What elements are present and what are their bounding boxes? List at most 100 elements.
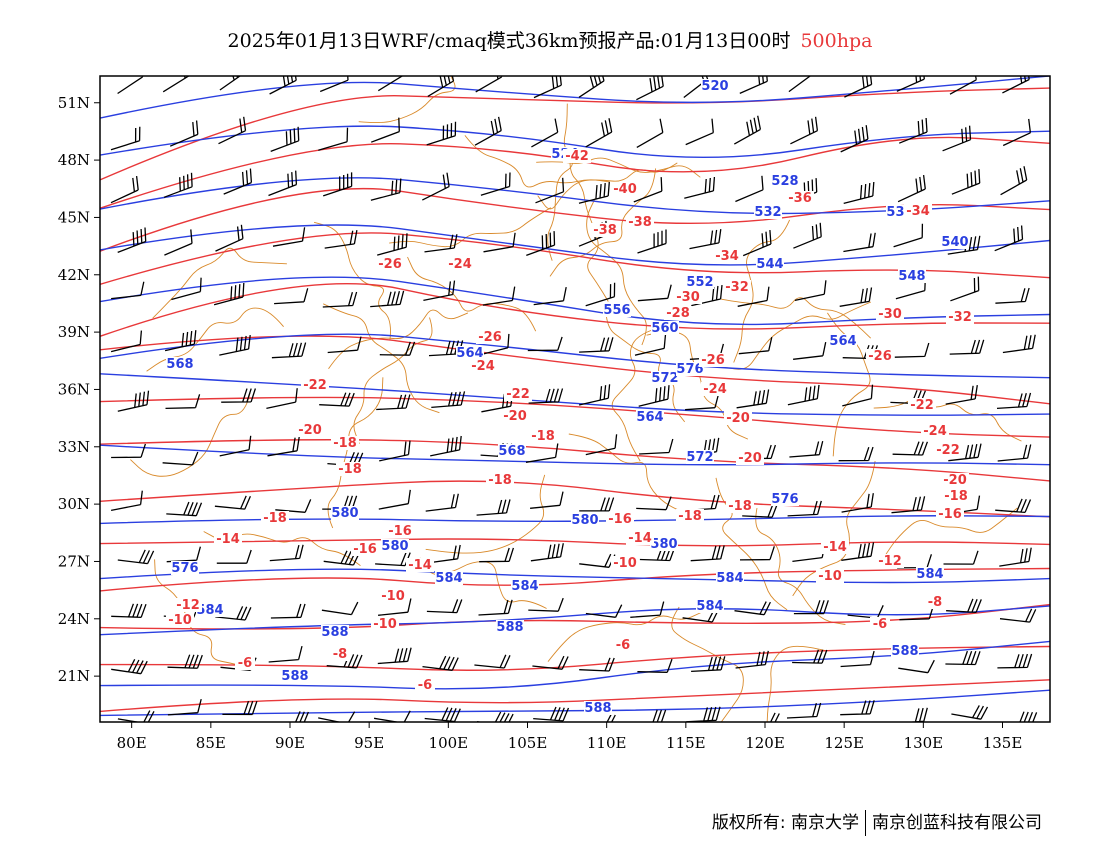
contour-label-background	[870, 617, 890, 631]
contour-label-background	[584, 701, 612, 715]
wind-barb	[294, 711, 310, 722]
wind-barb	[585, 434, 618, 456]
wind-barb	[633, 177, 663, 203]
contour-label-background	[415, 678, 435, 692]
wind-barb	[424, 234, 458, 253]
height-contour-label: 584	[511, 579, 538, 594]
temperature-contour-label: -38	[628, 215, 652, 230]
wind-barb	[736, 389, 770, 409]
wind-barb	[319, 392, 355, 407]
wind-barb	[532, 655, 569, 670]
wind-barb	[685, 393, 720, 411]
longitude-tick-label: 120E	[745, 734, 785, 752]
contour-label-background	[723, 280, 751, 294]
longitude-tick-label: 105E	[508, 734, 548, 752]
wind-barb	[271, 342, 307, 359]
wind-barb	[689, 229, 722, 250]
latitude-tick-label: 36N	[58, 380, 90, 398]
temperature-contour-label: -14	[823, 540, 847, 555]
temperature-contour-label: -16	[938, 507, 962, 522]
copyright-left: 版权所有: 南京大学	[711, 813, 859, 833]
wind-barb	[787, 384, 820, 406]
temperature-contour-label: -18	[333, 436, 357, 451]
wind-barb	[790, 116, 819, 145]
contour-label-background	[591, 223, 619, 237]
wind-barb	[377, 233, 408, 256]
contour-label-background	[174, 598, 202, 612]
longitude-tick-label: 90E	[275, 734, 305, 752]
wind-barb	[216, 549, 252, 564]
wind-barb	[531, 118, 559, 148]
latitude-tick-label: 24N	[58, 610, 90, 628]
contour-label-background	[876, 554, 904, 568]
wind-barb	[483, 232, 516, 253]
wind-barb	[111, 443, 147, 459]
temperature-contour-label: -22	[910, 398, 934, 413]
contour-label-background	[331, 436, 359, 450]
wind-barb	[999, 547, 1032, 567]
contour-label-background	[435, 571, 463, 585]
wind-barb	[117, 549, 155, 565]
contour-label-background	[376, 257, 404, 271]
wind-barb	[535, 177, 565, 204]
boundary-line	[755, 508, 846, 625]
contour-label-background	[651, 321, 679, 335]
wind-barb	[788, 76, 812, 93]
wind-barb	[111, 659, 148, 675]
wind-barb	[1019, 711, 1038, 722]
temperature-contour-line	[100, 335, 1050, 405]
height-contour-label: 588	[496, 620, 523, 635]
wind-barb	[213, 282, 245, 306]
temperature-contour-label: -18	[944, 489, 968, 504]
wind-barb	[474, 116, 502, 146]
wind-barb	[734, 601, 771, 616]
copyright-footer: 版权所有: 南京大学 南京创蓝科技有限公司	[712, 808, 1042, 836]
contour-label-background	[771, 492, 799, 506]
wind-barb	[606, 713, 616, 722]
temperature-contour-label: -6	[238, 656, 252, 671]
height-contour-line	[100, 568, 1050, 584]
contour-label-background	[821, 540, 849, 554]
contour-label-background	[563, 149, 591, 163]
contour-label-background	[611, 556, 639, 570]
wind-barb	[218, 116, 247, 145]
temperature-contour-label: -20	[943, 473, 967, 488]
temperature-contour-label: -10	[613, 556, 637, 571]
wind-barb	[999, 608, 1037, 623]
wind-barb	[528, 388, 564, 404]
wind-barb	[326, 653, 363, 669]
wind-barb	[949, 339, 985, 355]
wind-barb	[949, 76, 977, 95]
contour-label-background	[816, 569, 844, 583]
contour-label-background	[501, 409, 529, 423]
temperature-contour-label: -28	[666, 306, 690, 321]
wind-barb	[327, 336, 362, 354]
latitude-tick-label: 48N	[58, 151, 90, 169]
height-contour-label: 564	[456, 346, 483, 361]
contour-label-background	[498, 444, 526, 458]
height-contour-label: 584	[716, 571, 743, 586]
height-contour-line	[100, 177, 1050, 215]
wind-barb	[117, 227, 147, 254]
contour-label-background	[726, 499, 754, 513]
temperature-contour-label: -18	[488, 473, 512, 488]
temperature-contour-label: -6	[418, 678, 432, 693]
temperature-contour-label: -16	[608, 512, 632, 527]
wind-barb	[422, 655, 459, 671]
height-contour-label: 588	[321, 625, 348, 640]
wind-barb	[272, 227, 306, 247]
wind-barb	[214, 495, 251, 510]
wind-barb	[426, 121, 457, 146]
height-contour-label: 564	[829, 334, 856, 349]
wind-barb	[585, 282, 616, 307]
wind-barb	[482, 286, 516, 306]
wind-barb	[110, 330, 143, 353]
boundary-line	[766, 645, 827, 722]
longitude-tick-label: 125E	[824, 734, 864, 752]
wind-barb	[422, 172, 450, 201]
boundary-line	[130, 392, 251, 477]
contour-label-background	[196, 603, 224, 617]
temperature-contour-line	[100, 603, 1050, 630]
height-contour-line	[100, 224, 1050, 266]
wind-barb	[578, 76, 605, 98]
